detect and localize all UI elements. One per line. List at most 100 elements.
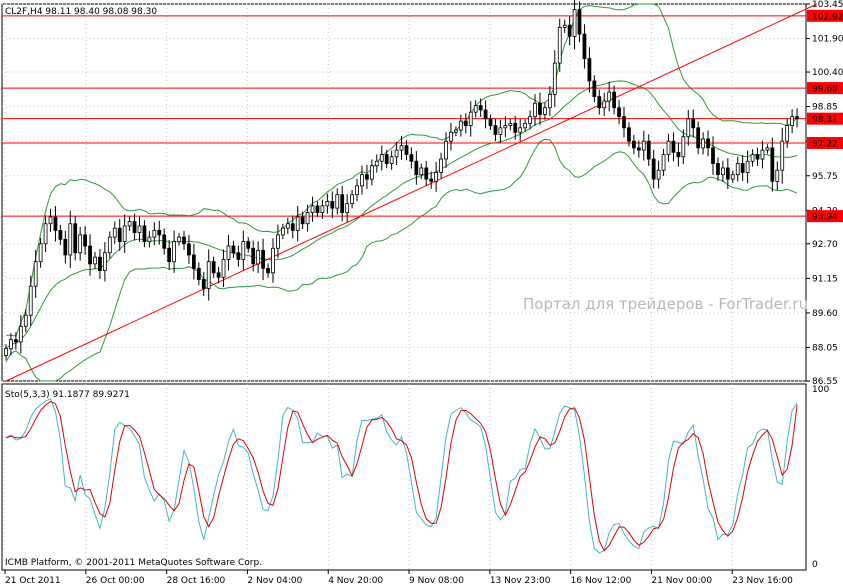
stochastic-main-line	[5, 397, 798, 554]
candle-body	[369, 165, 374, 180]
price-tick-label: 88.05	[812, 344, 838, 354]
candle	[182, 230, 186, 251]
candle	[696, 121, 701, 155]
candle	[107, 231, 112, 259]
candle-body	[355, 185, 359, 196]
candle	[345, 194, 350, 223]
candle-body	[330, 201, 335, 209]
candle-body	[216, 272, 221, 278]
candle	[444, 132, 448, 168]
candle-body	[721, 167, 725, 176]
candle-body	[132, 221, 137, 234]
candle	[335, 188, 340, 215]
candle	[449, 122, 453, 151]
candle-body	[374, 160, 379, 167]
candle	[632, 134, 636, 155]
stochastic-signal-line	[5, 401, 798, 552]
candle-body	[182, 236, 186, 245]
candle	[88, 234, 92, 276]
time-label: 21 Nov 00:00	[651, 576, 712, 586]
candle-body	[271, 247, 275, 274]
candle-body	[503, 125, 508, 129]
candle-body	[221, 259, 226, 278]
candle	[201, 271, 206, 296]
candle	[577, 1, 582, 43]
candle	[389, 150, 394, 170]
candle	[404, 140, 409, 161]
candle-body	[409, 154, 414, 162]
candle-body	[187, 243, 191, 256]
candle	[567, 16, 572, 46]
candle-body	[379, 154, 384, 162]
candle-body	[345, 203, 350, 213]
candle-body	[691, 118, 696, 129]
candle	[266, 263, 270, 278]
candle-body	[285, 223, 290, 229]
candle-body	[676, 151, 681, 158]
candle	[636, 140, 641, 158]
candle	[434, 162, 439, 192]
candle	[790, 109, 794, 134]
candle	[429, 171, 434, 189]
candle	[533, 94, 537, 126]
candle-body	[592, 80, 597, 97]
candle-body	[43, 223, 48, 245]
candle	[256, 241, 261, 274]
candle	[592, 75, 597, 103]
candle	[33, 249, 38, 298]
candle	[167, 240, 172, 270]
candle	[152, 222, 157, 246]
candle	[543, 102, 547, 120]
candle-body	[305, 212, 310, 225]
candle	[607, 81, 612, 112]
candle-body	[750, 154, 755, 162]
candle-body	[523, 122, 528, 129]
candle-body	[152, 230, 157, 238]
candle-body	[612, 91, 617, 109]
candle	[374, 154, 379, 173]
candle	[261, 238, 265, 281]
candle-body	[636, 147, 641, 151]
main-panel	[1, 3, 807, 382]
candle-body	[360, 174, 364, 187]
candle	[478, 98, 483, 117]
candle-body	[246, 241, 251, 249]
candle-body	[458, 120, 463, 131]
candle	[295, 205, 300, 242]
level-price-tag	[807, 112, 843, 125]
chart-symbol-header: CL2F,H4 98.11 98.40 98.08 98.30	[5, 7, 157, 17]
candle	[132, 213, 137, 241]
trendline[interactable]	[5, 3, 818, 382]
candle-body	[533, 102, 537, 118]
candle	[493, 118, 498, 142]
candle	[721, 160, 725, 182]
level-price-tag	[807, 210, 843, 223]
candle	[770, 137, 775, 192]
level-price-tag	[807, 136, 843, 149]
candle	[740, 154, 745, 181]
candle-body	[261, 250, 265, 269]
candle-body	[335, 194, 340, 209]
candle-body	[543, 107, 547, 115]
candle-body	[785, 125, 790, 142]
stochastic-lines	[5, 397, 798, 554]
candle-body	[429, 178, 434, 182]
candle-body	[83, 234, 87, 247]
candle-body	[28, 285, 33, 316]
candle-body	[780, 140, 785, 171]
candle	[251, 240, 256, 272]
candle-body	[439, 158, 443, 173]
candle	[488, 114, 493, 130]
candle	[310, 196, 315, 222]
candle-body	[641, 140, 646, 151]
candle	[760, 140, 765, 169]
candle-body	[231, 245, 236, 254]
candle	[360, 165, 364, 195]
time-label: 2 Nov 04:00	[247, 576, 302, 586]
candle	[458, 114, 463, 137]
candle	[177, 233, 181, 246]
candle-body	[745, 160, 750, 173]
candle-body	[18, 325, 23, 343]
candle-body	[454, 129, 458, 133]
candle	[439, 152, 443, 179]
